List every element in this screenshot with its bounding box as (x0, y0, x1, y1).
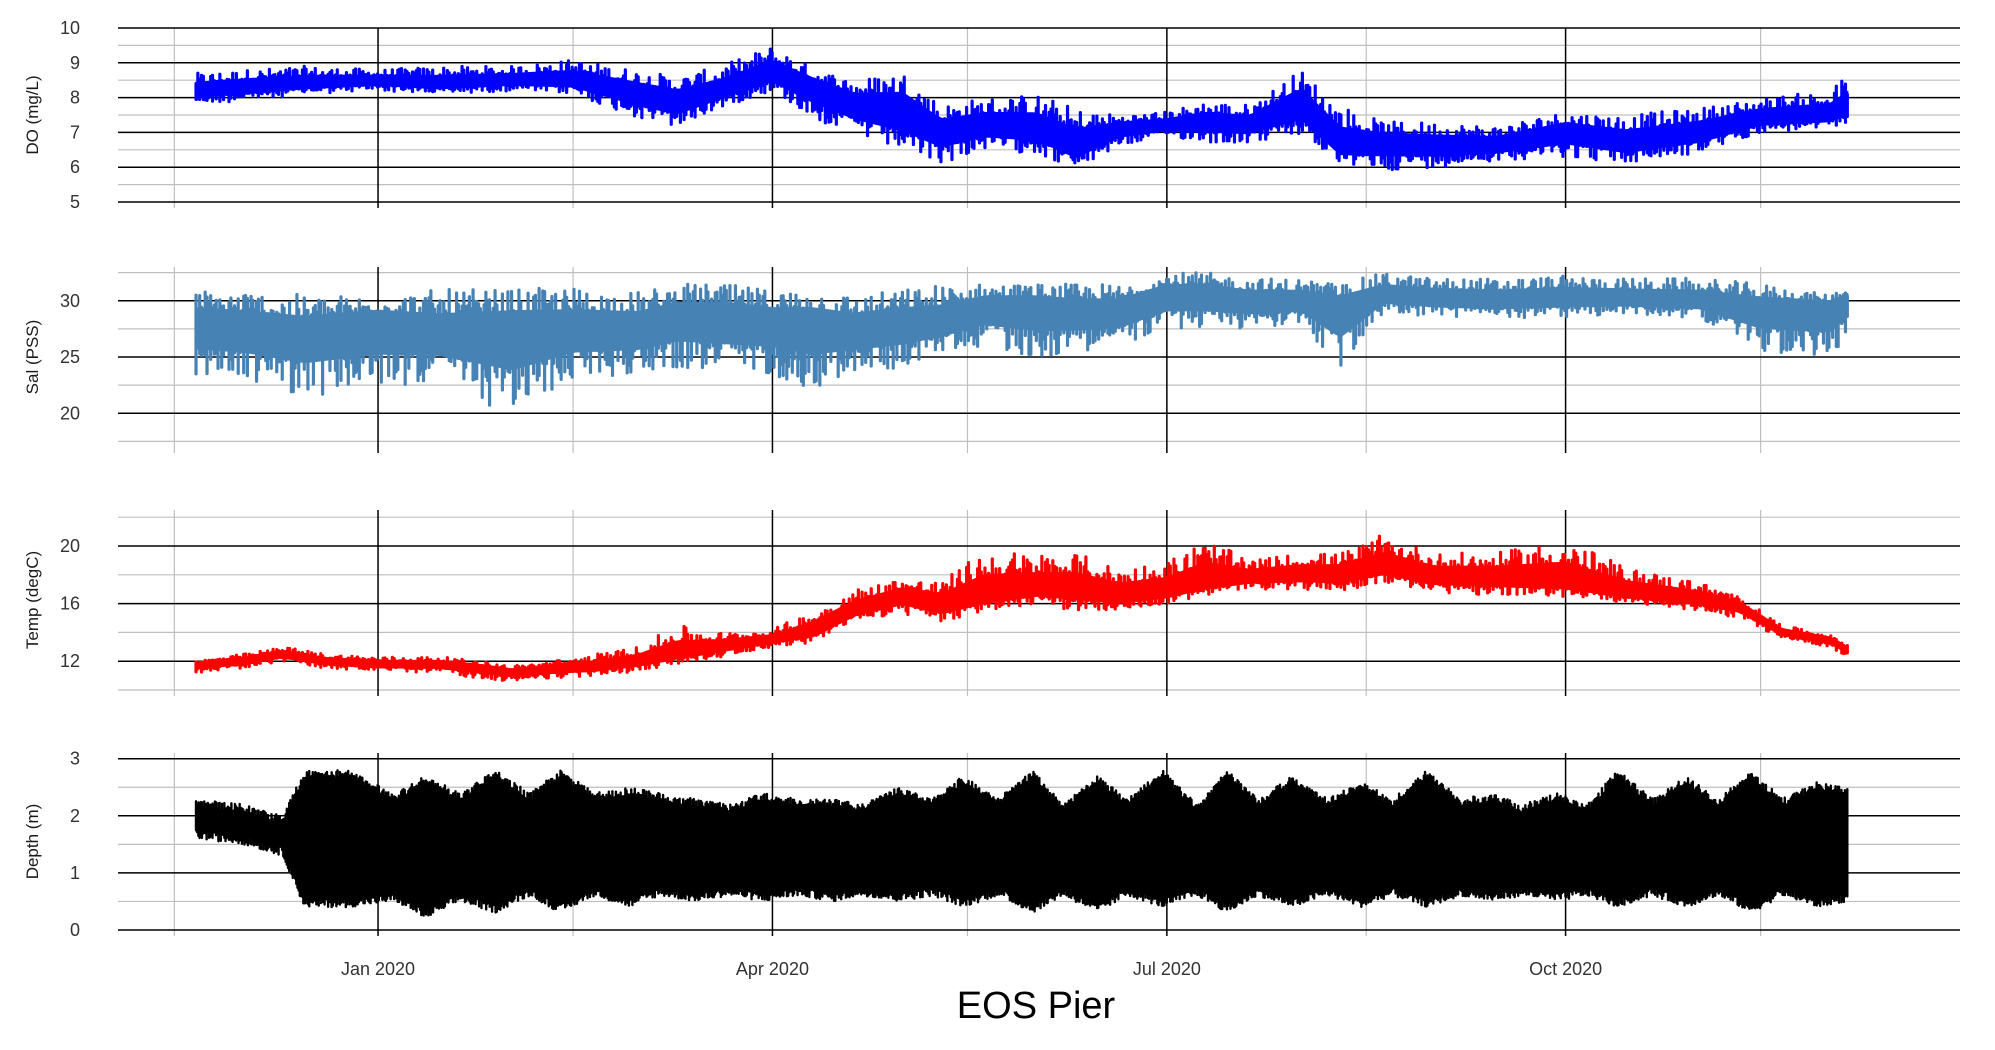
y-axis-label: DO (mg/L) (23, 75, 42, 154)
y-axis-label: Temp (degC) (23, 551, 42, 649)
y-axis-label: Depth (m) (23, 804, 42, 880)
x-tick-label: Jul 2020 (1133, 959, 1201, 979)
y-tick-label: 3 (70, 749, 80, 769)
y-tick-label: 8 (70, 88, 80, 108)
x-tick-label: Oct 2020 (1529, 959, 1602, 979)
y-tick-label: 16 (60, 594, 80, 614)
panel-do: 5 6 7 8 9 10 DO (mg/L) (23, 18, 1960, 212)
series-core (195, 552, 1849, 678)
series-band (194, 769, 1849, 917)
x-tick-label: Apr 2020 (736, 959, 809, 979)
series-band (194, 271, 1849, 407)
y-tick-label: 5 (70, 192, 80, 212)
y-tick-label: 30 (60, 291, 80, 311)
y-tick-label: 25 (60, 347, 80, 367)
series-core (195, 60, 1849, 158)
y-tick-label: 6 (70, 157, 80, 177)
panel-depth: 0 1 2 3 Depth (m) (23, 749, 1960, 940)
y-tick-label: 1 (70, 863, 80, 883)
x-tick-label: Jan 2020 (341, 959, 415, 979)
y-tick-label: 12 (60, 651, 80, 671)
series-core (195, 783, 1849, 905)
y-tick-label: 20 (60, 536, 80, 556)
y-tick-label: 0 (70, 920, 80, 940)
y-tick-label: 2 (70, 806, 80, 826)
y-axis-label: Sal (PSS) (23, 320, 42, 395)
series-band (194, 47, 1849, 172)
x-axis-title: EOS Pier (957, 985, 1116, 1027)
y-tick-label: 7 (70, 122, 80, 142)
panel-temperature: 12 16 20 Temp (degC) (23, 510, 1960, 696)
series-core (195, 284, 1849, 370)
y-tick-label: 9 (70, 53, 80, 73)
panel-salinity: 20 25 30 Sal (PSS) (23, 267, 1960, 453)
y-tick-label: 20 (60, 403, 80, 423)
series-band (194, 534, 1849, 682)
x-axis: Jan 2020 Apr 2020 Jul 2020 Oct 2020 (341, 959, 1602, 979)
y-tick-label: 10 (60, 18, 80, 38)
